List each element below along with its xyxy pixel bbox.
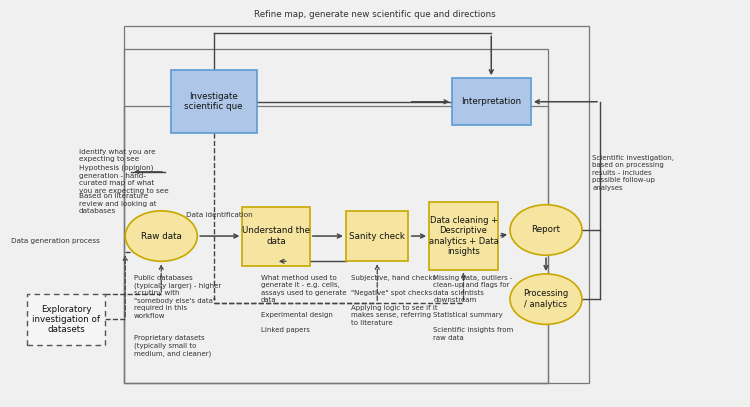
Text: Scientific investigation,
based on processing
results - includes
possible follow: Scientific investigation, based on proce…	[592, 155, 674, 190]
Text: Raw data: Raw data	[141, 232, 182, 241]
Text: Report: Report	[532, 225, 560, 234]
Text: Interpretation: Interpretation	[461, 97, 521, 106]
FancyBboxPatch shape	[242, 207, 310, 266]
FancyBboxPatch shape	[452, 79, 531, 125]
Text: Identify what you are
expecting to see: Identify what you are expecting to see	[79, 149, 155, 162]
Text: Exploratory
investigation of
datasets: Exploratory investigation of datasets	[32, 304, 100, 335]
Text: Investigate
scientific que: Investigate scientific que	[184, 92, 243, 112]
FancyBboxPatch shape	[429, 203, 498, 270]
Text: Based on literature
review and looking at
databases: Based on literature review and looking a…	[79, 193, 156, 214]
Text: Subjective, hand checks

"Negative" spot checks

Applying logic to see if it
mak: Subjective, hand checks "Negative" spot …	[351, 275, 438, 326]
Ellipse shape	[510, 274, 582, 324]
FancyBboxPatch shape	[346, 211, 408, 262]
Text: Understand the
data: Understand the data	[242, 226, 310, 246]
Text: Sanity check: Sanity check	[350, 232, 405, 241]
Ellipse shape	[125, 211, 197, 261]
Ellipse shape	[510, 205, 582, 255]
FancyBboxPatch shape	[170, 70, 256, 133]
Text: Data generation process: Data generation process	[11, 238, 100, 244]
Text: Data identification: Data identification	[186, 212, 253, 219]
Text: Processing
/ analytics: Processing / analytics	[524, 289, 568, 309]
FancyBboxPatch shape	[27, 294, 105, 345]
Text: What method used to
generate it - e.g. cells,
assays used to generate
data

Expe: What method used to generate it - e.g. c…	[261, 275, 346, 333]
Text: Hypothesis (opinion)
generation - hand-
curated map of what
you are expecting to: Hypothesis (opinion) generation - hand- …	[79, 165, 169, 194]
Text: Missing data, outliers -
clean-up and flags for
data scientists
downstream

Stat: Missing data, outliers - clean-up and fl…	[433, 275, 514, 341]
Text: Public databases
(typically larger) - higher
scrutiny with
"somebody else's data: Public databases (typically larger) - hi…	[134, 275, 220, 319]
Text: Data cleaning +
Descriptive
analytics + Data
insights: Data cleaning + Descriptive analytics + …	[429, 216, 498, 256]
Text: Proprietary datasets
(typically small to
medium, and cleaner): Proprietary datasets (typically small to…	[134, 335, 211, 357]
Text: Refine map, generate new scientific que and directions: Refine map, generate new scientific que …	[254, 10, 496, 19]
